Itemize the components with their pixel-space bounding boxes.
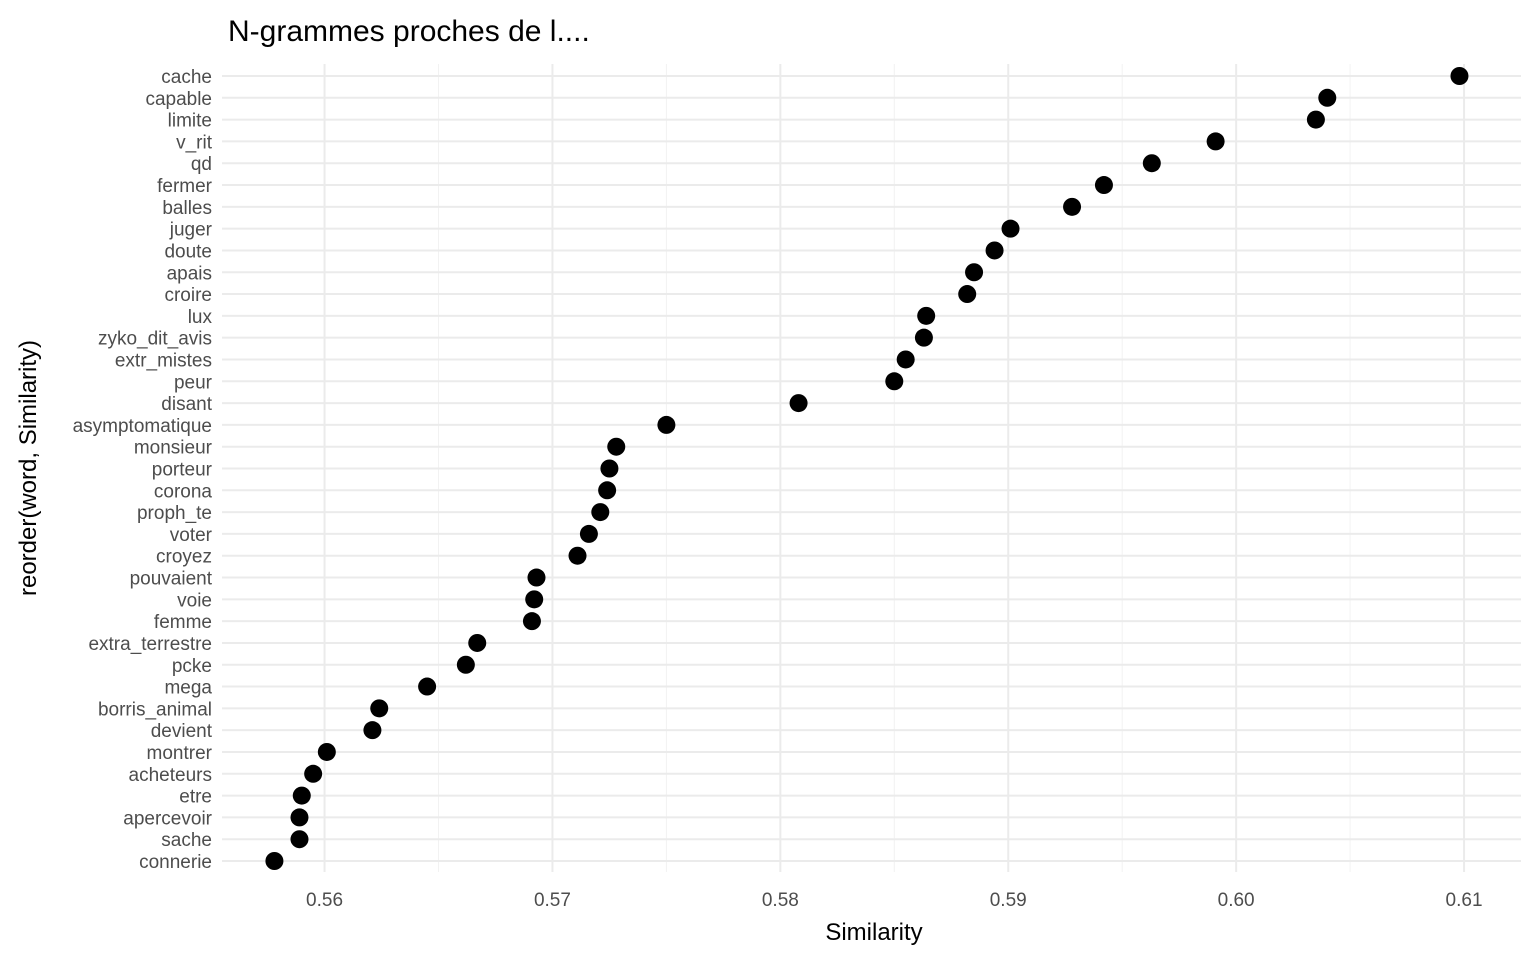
data-point (598, 481, 617, 500)
x-tick-label: 0.58 (762, 890, 799, 911)
y-tick-label: etre (179, 787, 212, 808)
y-tick-label: croyez (156, 547, 212, 568)
data-point (1306, 110, 1325, 129)
y-tick-label: qd (191, 154, 212, 175)
y-tick-labels: cachecapablelimitev_ritqdfermerballesjug… (73, 67, 213, 873)
y-tick-label: doute (164, 241, 212, 262)
y-tick-label: capable (145, 89, 212, 110)
data-point (914, 328, 933, 347)
data-point (317, 742, 336, 761)
data-point (525, 590, 544, 609)
data-point (1450, 67, 1469, 85)
x-tick-labels: 0.56 0.57 0.58 0.59 0.60 0.61 (306, 890, 1482, 911)
data-point (965, 263, 984, 282)
data-point (885, 372, 904, 391)
data-point (290, 808, 309, 827)
data-points (265, 67, 1469, 870)
x-tick-label: 0.59 (990, 890, 1027, 911)
y-tick-label: corona (154, 481, 213, 502)
data-point (418, 677, 437, 696)
y-tick-label: v_rit (176, 132, 213, 153)
y-tick-label: proph_te (137, 503, 212, 524)
data-point (1063, 197, 1082, 216)
y-tick-label: croire (164, 285, 212, 306)
data-point (370, 699, 389, 718)
grid (222, 64, 1521, 872)
y-tick-label: disant (161, 394, 212, 415)
data-point (607, 437, 626, 456)
y-tick-label: pcke (172, 656, 212, 677)
data-point (958, 285, 977, 304)
y-tick-label: monsieur (134, 438, 213, 459)
data-point (1206, 132, 1225, 151)
y-tick-label: extra_terrestre (88, 634, 212, 655)
y-tick-label: apais (167, 263, 212, 284)
data-point (896, 350, 915, 369)
y-axis-title: reorder(word, Similarity) (15, 340, 42, 596)
y-tick-label: apercevoir (123, 808, 212, 829)
y-tick-label: fermer (157, 176, 213, 197)
y-tick-label: borris_animal (98, 699, 212, 720)
y-tick-label: sache (161, 830, 212, 851)
y-tick-label: voie (177, 590, 212, 611)
y-tick-label: devient (151, 721, 213, 742)
data-point (265, 852, 284, 870)
data-point (304, 764, 323, 783)
x-tick-label: 0.56 (306, 890, 343, 911)
data-point (789, 394, 808, 413)
data-point (363, 721, 382, 740)
y-tick-label: montrer (147, 743, 213, 764)
data-point (1001, 219, 1020, 238)
y-tick-label: porteur (152, 460, 213, 481)
data-point (600, 459, 619, 478)
data-point (985, 241, 1004, 260)
x-tick-label: 0.61 (1446, 890, 1483, 911)
data-point (917, 306, 936, 325)
x-axis-title: Similarity (825, 919, 922, 946)
y-tick-label: limite (168, 111, 212, 132)
chart-title: N-grammes proches de l.... (228, 15, 590, 48)
data-point (290, 830, 309, 849)
data-point (292, 786, 311, 805)
data-point (591, 503, 610, 522)
y-tick-label: juger (169, 220, 213, 241)
data-point (456, 655, 475, 674)
y-tick-label: zyko_dit_avis (98, 329, 212, 350)
data-point (657, 415, 676, 434)
data-point (522, 612, 541, 631)
data-point (568, 546, 587, 565)
y-tick-label: lux (188, 307, 213, 328)
data-point (468, 633, 487, 652)
y-tick-label: femme (154, 612, 212, 633)
y-tick-label: acheteurs (129, 765, 212, 786)
data-point (1318, 88, 1337, 107)
y-tick-label: pouvaient (130, 569, 213, 590)
y-tick-label: peur (174, 372, 213, 393)
y-tick-label: cache (161, 67, 212, 88)
data-point (527, 568, 546, 587)
data-point (1142, 154, 1161, 173)
y-tick-label: extr_mistes (115, 350, 212, 371)
data-point (579, 524, 598, 543)
y-tick-label: balles (162, 198, 212, 219)
x-tick-label: 0.60 (1218, 890, 1255, 911)
y-tick-label: mega (164, 678, 212, 699)
data-point (1094, 176, 1113, 195)
y-tick-label: connerie (139, 852, 212, 873)
y-tick-label: voter (170, 525, 213, 546)
x-tick-label: 0.57 (534, 890, 571, 911)
y-tick-label: asymptomatique (73, 416, 212, 437)
